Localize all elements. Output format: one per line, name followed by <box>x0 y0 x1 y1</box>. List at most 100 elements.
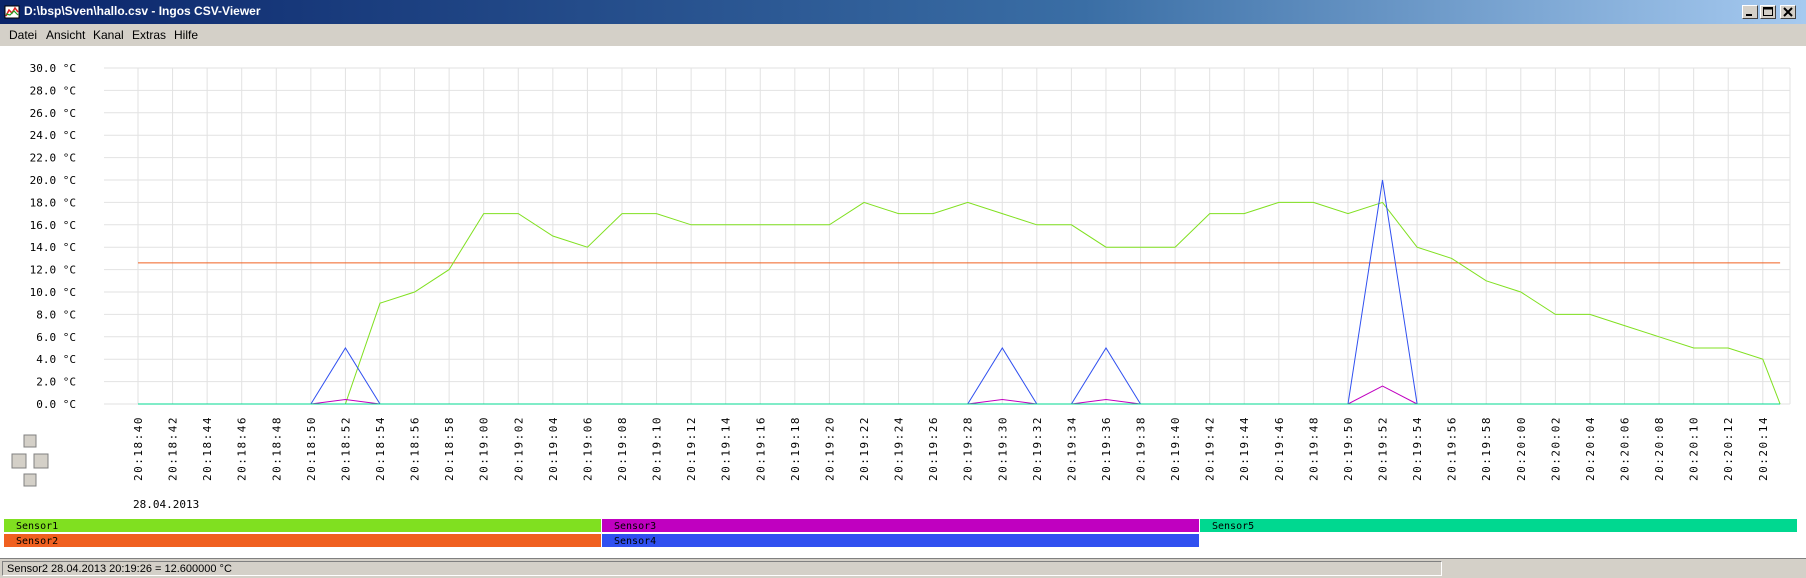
x-tick-label: 20:19:36 <box>1100 416 1113 481</box>
y-tick-label: 6.0 °C <box>36 331 76 344</box>
legend-label-sensor2: Sensor2 <box>16 536 58 547</box>
menu-kanal[interactable]: Kanal <box>93 28 124 42</box>
legend-item-sensor3[interactable] <box>602 519 1199 532</box>
x-tick-label: 20:19:18 <box>789 416 802 481</box>
x-tick-label: 20:19:42 <box>1204 416 1217 481</box>
x-tick-label: 20:19:52 <box>1377 416 1390 481</box>
y-tick-label: 0.0 °C <box>36 398 76 411</box>
close-icon <box>1783 7 1793 17</box>
maximize-icon <box>1763 7 1773 16</box>
legend-label-sensor1: Sensor1 <box>16 521 58 532</box>
x-tick-label: 20:19:16 <box>754 416 767 481</box>
x-tick-label: 20:18:44 <box>201 416 214 481</box>
close-button[interactable] <box>1780 5 1796 19</box>
app-icon[interactable] <box>4 4 20 20</box>
y-tick-label: 14.0 °C <box>30 241 76 254</box>
title-bar[interactable]: D:\bsp\Sven\hallo.csv - Ingos CSV-Viewer <box>0 0 1806 24</box>
x-tick-label: 20:18:56 <box>409 416 422 481</box>
y-tick-label: 8.0 °C <box>36 308 76 321</box>
x-tick-label: 20:19:00 <box>478 416 491 481</box>
x-tick-label: 20:20:04 <box>1584 416 1597 481</box>
x-tick-label: 20:20:08 <box>1653 416 1666 481</box>
x-tick-label: 20:19:32 <box>1031 416 1044 481</box>
x-tick-label: 20:20:02 <box>1549 416 1562 481</box>
x-tick-label: 20:20:06 <box>1619 416 1632 481</box>
nav-down-bg <box>23 473 37 487</box>
x-tick-label: 20:19:10 <box>651 416 664 481</box>
menu-ansicht[interactable]: Ansicht <box>46 28 86 42</box>
status-panel: Sensor2 28.04.2013 20:19:26 = 12.600000 … <box>2 561 1442 576</box>
x-tick-label: 20:18:50 <box>305 416 318 481</box>
nav-right-bg <box>33 453 49 469</box>
status-bar: Sensor2 28.04.2013 20:19:26 = 12.600000 … <box>0 558 1806 578</box>
y-tick-label: 10.0 °C <box>30 286 76 299</box>
x-tick-label: 20:19:24 <box>893 416 906 481</box>
maximize-button[interactable] <box>1760 5 1776 19</box>
x-tick-label: 20:18:46 <box>236 416 249 481</box>
x-tick-label: 20:19:40 <box>1169 416 1182 481</box>
x-tick-label: 20:19:50 <box>1342 416 1355 481</box>
y-tick-label: 16.0 °C <box>30 219 76 232</box>
legend-label-sensor3: Sensor3 <box>614 521 656 532</box>
x-tick-label: 20:19:20 <box>823 416 836 481</box>
x-tick-label: 20:19:38 <box>1135 416 1148 481</box>
menu-bar: Datei Ansicht Kanal Extras Hilfe <box>0 24 1806 46</box>
x-tick-label: 20:19:30 <box>996 416 1009 481</box>
x-tick-label: 20:19:12 <box>685 416 698 481</box>
x-tick-label: 20:19:58 <box>1480 416 1493 481</box>
status-text: Sensor2 28.04.2013 20:19:26 = 12.600000 … <box>7 563 232 575</box>
legend-item-sensor1[interactable] <box>4 519 601 532</box>
x-tick-label: 20:20:14 <box>1757 416 1770 481</box>
x-tick-label: 20:19:06 <box>581 416 594 481</box>
legend-label-sensor4: Sensor4 <box>614 536 656 547</box>
x-tick-label: 20:20:00 <box>1515 416 1528 481</box>
date-label: 28.04.2013 <box>133 498 199 511</box>
y-tick-label: 24.0 °C <box>30 129 76 142</box>
x-tick-label: 20:18:52 <box>339 416 352 481</box>
y-tick-label: 20.0 °C <box>30 174 76 187</box>
y-tick-label: 28.0 °C <box>30 84 76 97</box>
y-tick-label: 30.0 °C <box>30 62 76 75</box>
y-tick-label: 18.0 °C <box>30 196 76 209</box>
x-tick-label: 20:20:10 <box>1688 416 1701 481</box>
x-tick-label: 20:18:40 <box>132 416 145 481</box>
minimize-icon <box>1746 14 1752 16</box>
legend-item-sensor4[interactable] <box>602 534 1199 547</box>
nav-up-bg <box>23 434 37 448</box>
menu-extras[interactable]: Extras <box>132 28 167 42</box>
line-chart[interactable]: 0.0 °C 2.0 °C 4.0 °C 6.0 °C 8.0 °C 10.0 °C 12.… <box>0 46 1806 559</box>
x-tick-label: 20:19:28 <box>962 416 975 481</box>
x-tick-label: 20:18:58 <box>443 416 456 481</box>
minimize-button[interactable] <box>1742 5 1758 19</box>
window-title: D:\bsp\Sven\hallo.csv - Ingos CSV-Viewer <box>24 4 261 18</box>
x-tick-label: 20:19:34 <box>1065 416 1078 481</box>
x-tick-label: 20:18:54 <box>374 416 387 481</box>
x-tick-label: 20:18:42 <box>167 416 180 481</box>
x-tick-label: 20:18:48 <box>270 416 283 481</box>
x-tick-label: 20:20:12 <box>1722 416 1735 481</box>
x-tick-label: 20:19:56 <box>1446 416 1459 481</box>
x-tick-label: 20:19:48 <box>1307 416 1320 481</box>
x-tick-label: 20:19:02 <box>512 416 525 481</box>
x-tick-label: 20:19:14 <box>720 416 733 481</box>
menu-hilfe[interactable]: Hilfe <box>174 28 199 42</box>
nav-left-bg <box>11 453 27 469</box>
x-tick-label: 20:19:26 <box>927 416 940 481</box>
series-line-sensor1[interactable] <box>344 201 1781 405</box>
x-tick-label: 20:19:04 <box>547 416 560 481</box>
y-tick-label: 2.0 °C <box>36 376 76 389</box>
x-tick-label: 20:19:54 <box>1411 416 1424 481</box>
legend-label-sensor5: Sensor5 <box>1212 521 1254 532</box>
legend-item-sensor5[interactable] <box>1200 519 1797 532</box>
x-tick-label: 20:19:08 <box>616 416 629 481</box>
legend-item-sensor2[interactable] <box>4 534 601 547</box>
menu-datei[interactable]: Datei <box>9 28 38 42</box>
x-tick-label: 20:19:44 <box>1238 416 1251 481</box>
y-tick-label: 12.0 °C <box>30 264 76 277</box>
x-tick-label: 20:19:22 <box>858 416 871 481</box>
y-tick-label: 26.0 °C <box>30 107 76 120</box>
y-tick-label: 4.0 °C <box>36 353 76 366</box>
y-tick-label: 22.0 °C <box>30 152 76 165</box>
chart-area[interactable]: 0.0 °C 2.0 °C 4.0 °C 6.0 °C 8.0 °C 10.0 °C 12.… <box>0 46 1806 559</box>
